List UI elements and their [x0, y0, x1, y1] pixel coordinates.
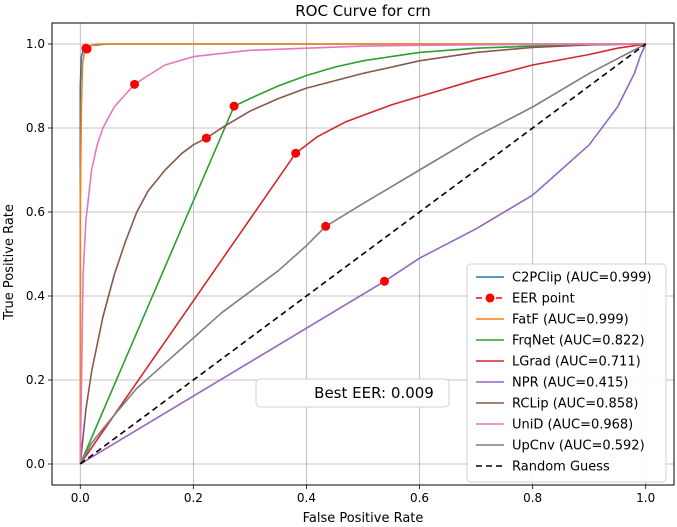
chart-title: ROC Curve for crn [295, 2, 431, 20]
series-line-7 [79, 43, 647, 465]
series-line-1 [79, 43, 646, 464]
legend-label: C2PClip (AUC=0.999) [512, 271, 652, 286]
eer-point-1 [82, 44, 92, 54]
x-tick-label: 0.0 [71, 491, 90, 505]
legend-label: LGrad (AUC=0.711) [512, 355, 641, 370]
annotation-text: Best EER: 0.009 [314, 384, 434, 402]
y-axis-label: True Positive Rate [2, 204, 17, 321]
eer-point-6 [130, 79, 140, 89]
random-guess-line [79, 43, 647, 465]
series-line-6 [79, 43, 646, 465]
legend-label: FatF (AUC=0.999) [512, 313, 629, 328]
axis-ticks: 0.0 0.2 0.4 0.6 0.8 1.0 0.0 0.2 0.4 0.6 0.8 1.0 [26, 37, 655, 505]
eer-annotation: Best EER: 0.009 [255, 378, 450, 408]
y-tick-label: 0.2 [26, 373, 45, 387]
eer-point-7 [321, 221, 331, 231]
eer-point-3 [291, 148, 301, 158]
y-tick-label: 0.6 [26, 205, 45, 219]
eer-points [81, 43, 389, 286]
legend-box [466, 263, 667, 483]
x-tick-label: 0.8 [523, 491, 542, 505]
y-tick-label: 0.4 [26, 289, 45, 303]
x-tick-label: 0.2 [184, 491, 203, 505]
series-line-3 [79, 43, 646, 465]
series-line-5 [79, 43, 646, 465]
y-tick-label: 0.0 [26, 457, 45, 471]
legend-label: Random Guess [512, 460, 610, 475]
legend-label: FrqNet (AUC=0.822) [512, 334, 645, 349]
eer-point-5 [201, 133, 211, 143]
y-tick-label: 1.0 [26, 37, 45, 51]
series-line-2 [79, 43, 646, 465]
legend-eer-marker [485, 293, 495, 303]
eer-point-2 [229, 101, 239, 111]
y-tick-label: 0.8 [26, 121, 45, 135]
x-tick-label: 0.4 [297, 491, 316, 505]
plot-frame [51, 22, 675, 486]
x-tick-label: 1.0 [636, 491, 655, 505]
legend-label: UpCnv (AUC=0.592) [512, 439, 645, 454]
legend-label: EER point [512, 292, 575, 307]
series-line-4 [79, 43, 647, 465]
legend: C2PClip (AUC=0.999) EER point FatF (AUC=0.… [466, 263, 667, 483]
legend-label: UniD (AUC=0.968) [512, 418, 633, 433]
eer-point-4 [379, 276, 389, 286]
legend-label: NPR (AUC=0.415) [512, 376, 628, 391]
x-tick-label: 0.6 [410, 491, 429, 505]
x-axis-label: False Positive Rate [303, 511, 424, 526]
legend-label: RCLip (AUC=0.858) [512, 397, 638, 412]
annotation-box [255, 378, 450, 408]
